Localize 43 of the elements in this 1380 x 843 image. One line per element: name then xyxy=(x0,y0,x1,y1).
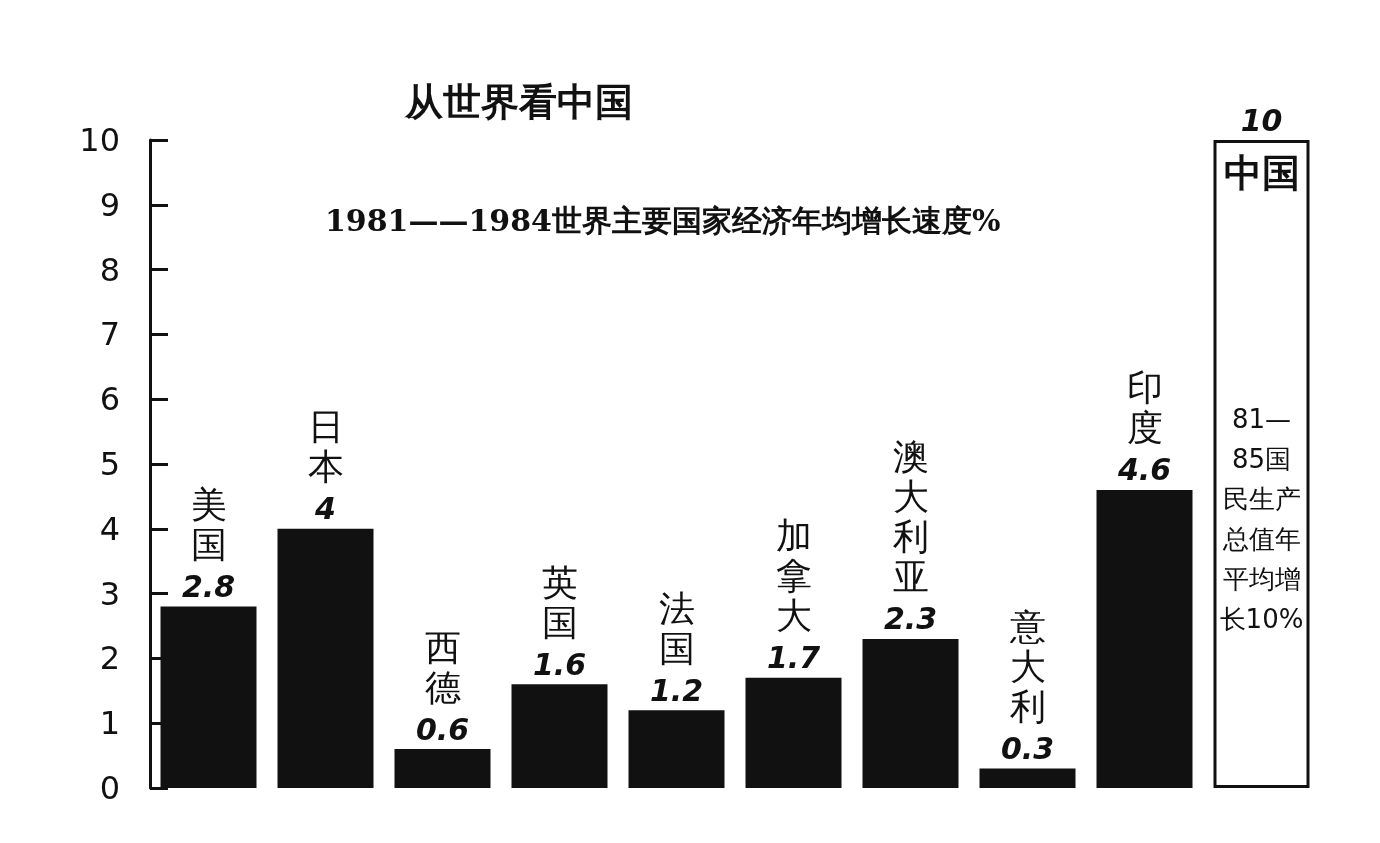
bar xyxy=(862,638,959,788)
x-tick-label: 英国 xyxy=(541,561,578,643)
x-tick-label: 加拿大 xyxy=(775,515,812,637)
bar xyxy=(511,684,608,788)
x-tick-label: 美国 xyxy=(190,484,227,566)
x-tick-label: 中国 xyxy=(1223,151,1300,195)
data-label: 0.6 xyxy=(415,711,470,747)
bar xyxy=(979,768,1076,788)
data-label: 0.3 xyxy=(1000,731,1055,767)
data-label: 1.2 xyxy=(649,672,704,708)
y-tick-label: 0 xyxy=(99,769,120,807)
y-tick-label: 2 xyxy=(99,639,120,678)
y-tick-label: 5 xyxy=(99,445,120,483)
data-label: 10 xyxy=(1240,102,1283,138)
bar xyxy=(394,749,491,788)
x-tick-label: 法国 xyxy=(658,587,695,669)
x-tick-label: 西德 xyxy=(424,626,461,708)
data-label: 1.6 xyxy=(532,646,587,682)
x-tick-label: 澳大利亚 xyxy=(892,436,929,598)
data-label: 4 xyxy=(314,491,336,527)
x-tick-label: 日本 xyxy=(307,406,344,488)
y-tick-label: 7 xyxy=(99,315,120,354)
bar xyxy=(1096,489,1193,788)
y-tick-label: 9 xyxy=(99,185,120,224)
y-tick-label: 10 xyxy=(79,121,120,159)
data-label: 4.6 xyxy=(1116,452,1172,488)
data-label: 1.7 xyxy=(766,640,821,676)
x-tick-label: 意大利 xyxy=(1008,606,1046,728)
text: 1981——1984世界主要国家经济年均增长速度% xyxy=(325,202,1001,238)
data-label: 2.8 xyxy=(181,569,236,605)
data-label: 2.3 xyxy=(883,601,938,637)
bar xyxy=(1213,140,1310,788)
y-tick-label: 6 xyxy=(99,380,120,419)
y-tick-label: 8 xyxy=(99,250,120,289)
bar xyxy=(745,677,842,788)
annotation: 81—85国民生产总值年平均增长10% xyxy=(1219,404,1304,635)
bar xyxy=(277,528,374,788)
y-tick-label: 3 xyxy=(99,574,120,613)
y-tick-label: 1 xyxy=(99,704,120,743)
y-tick-label: 4 xyxy=(99,509,120,548)
bar xyxy=(628,710,725,788)
x-tick-label: 印度 xyxy=(1126,367,1163,449)
chart-title: 从世界看中国 xyxy=(404,80,633,124)
